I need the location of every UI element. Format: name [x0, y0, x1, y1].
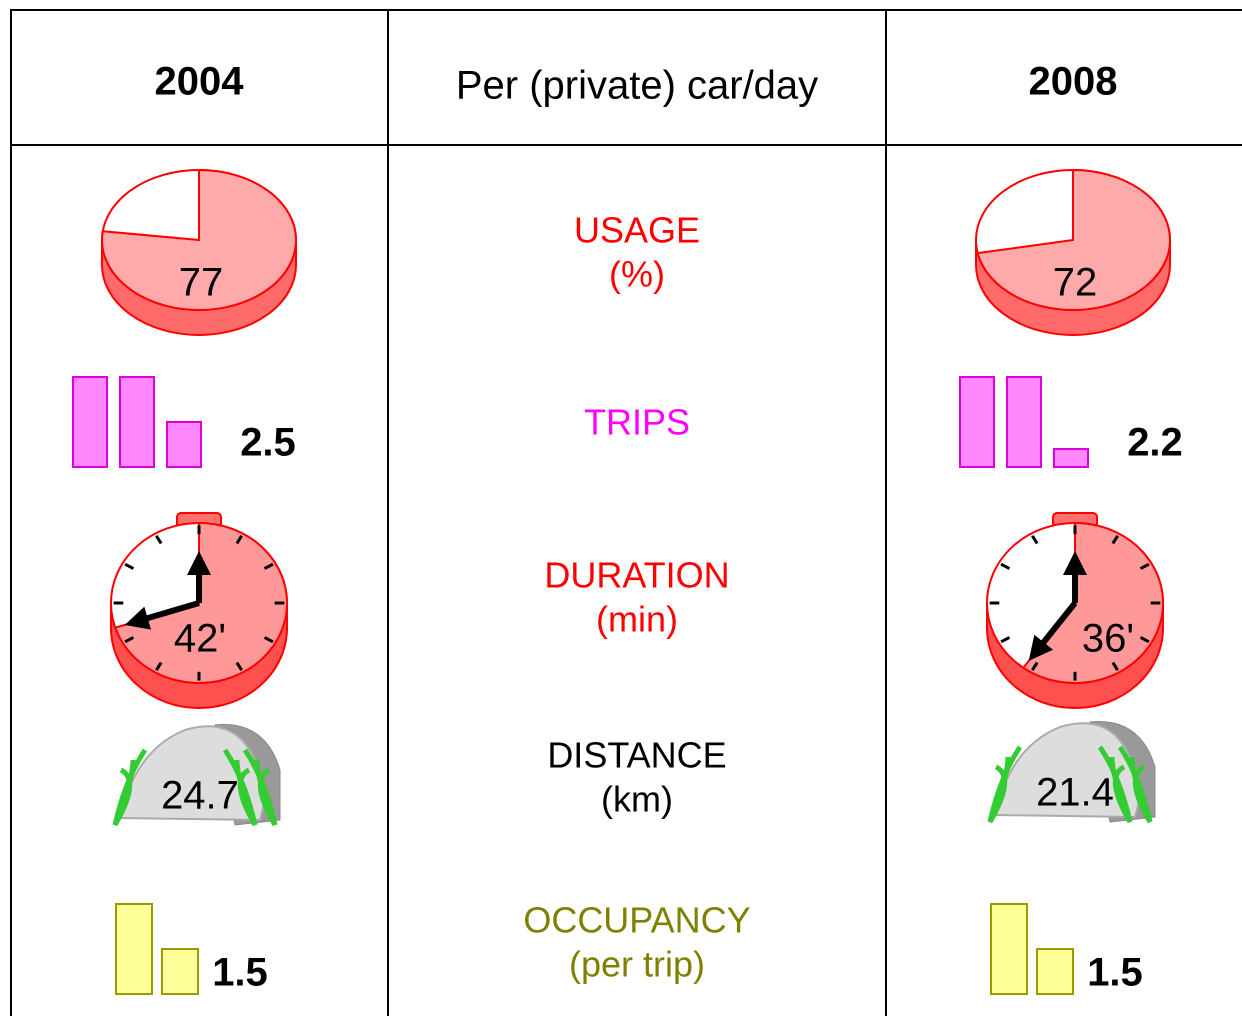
- grass: [987, 764, 1008, 824]
- bar: [72, 376, 108, 468]
- bar: [990, 903, 1028, 995]
- row-label: OCCUPANCY: [523, 900, 750, 941]
- value-label: 72: [1053, 261, 1098, 305]
- grass: [112, 767, 133, 827]
- value-label: 21.4: [1036, 771, 1114, 815]
- rock-icon: [112, 724, 281, 827]
- clock-tick: [155, 661, 163, 672]
- row-label: TRIPS: [584, 402, 690, 443]
- grass: [257, 767, 278, 827]
- grass: [1112, 764, 1133, 824]
- header-title: Per (private) car/day: [456, 64, 818, 108]
- clock-hand: [1028, 601, 1078, 661]
- clock-tick: [263, 562, 274, 570]
- value-label: 42': [174, 617, 226, 661]
- clock-tick: [1111, 661, 1119, 672]
- value-label: 1.5: [212, 951, 268, 995]
- bar: [161, 948, 199, 995]
- header-year: 2004: [155, 60, 245, 104]
- clock-tick: [1139, 636, 1150, 644]
- header-year: 2008: [1029, 60, 1118, 104]
- grass: [1132, 764, 1153, 824]
- clock-tick: [1000, 636, 1011, 644]
- value-label: 2.2: [1127, 421, 1183, 465]
- value-label: 77: [179, 261, 224, 305]
- value-label: 24.7: [161, 774, 239, 818]
- clock-tick: [235, 534, 243, 545]
- bar: [1006, 376, 1042, 468]
- clock-tick: [1031, 534, 1039, 545]
- grass: [237, 767, 258, 827]
- row-label: (%): [609, 254, 665, 295]
- value-label: 36': [1082, 617, 1134, 661]
- row-label: DURATION: [544, 555, 729, 596]
- bar: [959, 376, 995, 468]
- row-label: (per trip): [569, 944, 705, 985]
- value-label: 2.5: [240, 421, 296, 465]
- clock-sector: [1021, 521, 1164, 684]
- value-label: 1.5: [1087, 951, 1143, 995]
- row-label: DISTANCE: [547, 735, 726, 776]
- row-label: (min): [596, 599, 678, 640]
- row-label: (km): [601, 779, 673, 820]
- row-label: USAGE: [574, 210, 700, 251]
- bar: [1036, 948, 1074, 995]
- pie-slice: [976, 168, 1171, 311]
- clock-hand: [124, 600, 200, 630]
- bar: [115, 903, 153, 995]
- clock-tick: [235, 661, 243, 672]
- clock-tick: [124, 562, 135, 570]
- clock-tick: [263, 636, 274, 644]
- bar: [166, 421, 202, 468]
- clock-tick: [1031, 661, 1039, 672]
- pie-slice: [101, 168, 297, 311]
- clock-tick: [124, 636, 135, 644]
- table-grid: [10, 9, 1242, 1016]
- bar: [1053, 448, 1089, 468]
- clock-tick: [1000, 562, 1011, 570]
- clock-tick: [1139, 562, 1150, 570]
- rock-icon: [987, 721, 1156, 824]
- clock-tick: [155, 534, 163, 545]
- clock-tick: [1111, 534, 1119, 545]
- bar: [119, 376, 155, 468]
